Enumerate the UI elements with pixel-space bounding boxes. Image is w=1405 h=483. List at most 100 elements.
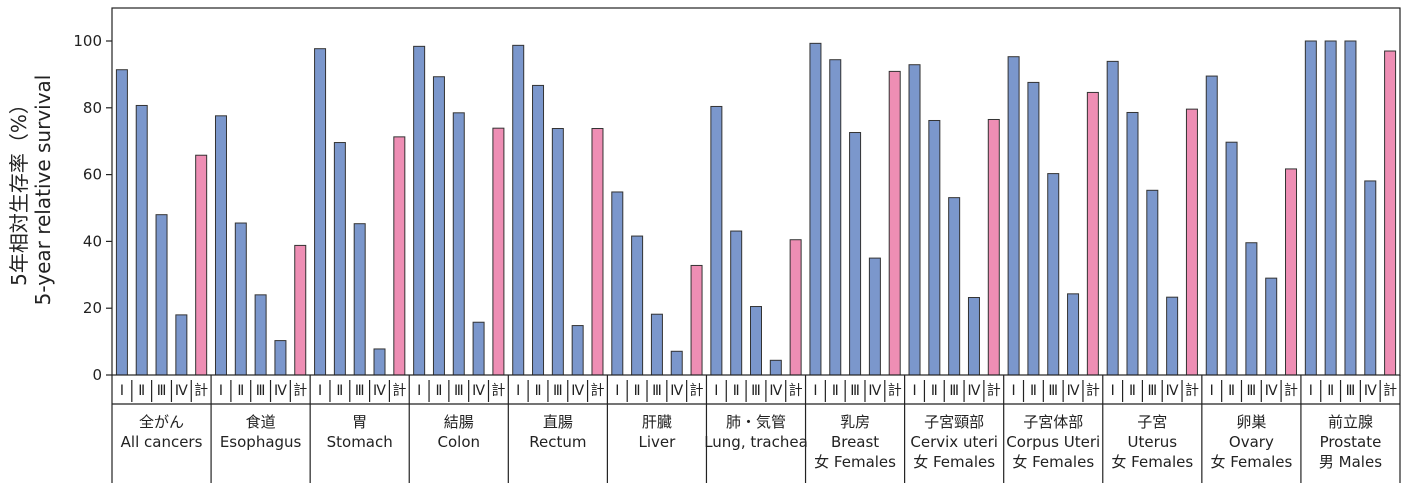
category-label: 女 Females [913,453,995,471]
bar-total [1285,168,1298,376]
bar-total [294,244,307,376]
stage-tick-label: Ⅱ [1327,383,1334,399]
category-label: 肺・気管 [726,413,786,431]
bar-total [492,127,505,376]
bar-total [195,154,208,376]
bar-stage [135,104,148,376]
stage-tick-label: Ⅲ [553,383,563,399]
stage-tick-label: Ⅲ [454,383,464,399]
bar-stage [1245,242,1258,376]
stage-tick-label: Ⅲ [949,383,959,399]
stage-tick-label: Ⅳ [571,383,584,399]
stage-tick-label: Ⅲ [1048,383,1058,399]
category-label: Breast [831,433,879,451]
bar-stage [809,42,822,376]
bar-stage [115,69,128,376]
bar-stage [1067,293,1080,376]
category-label: 卵巣 [1236,413,1266,431]
stage-tick-label: Ⅲ [157,383,167,399]
category-label: 女 Females [1111,453,1193,471]
bar-total [1384,50,1397,376]
stage-tick-label: Ⅰ [1210,383,1214,399]
bar-stage [353,223,366,376]
category-label: Ovary [1229,433,1274,451]
bar-stage [155,214,168,376]
bar-stage [1304,40,1317,376]
stage-tick-label: Ⅱ [634,383,641,399]
stage-tick-label: Ⅰ [1012,383,1016,399]
bar-total [789,239,802,376]
bar-stage [1007,56,1020,376]
bar-stage [1324,40,1337,376]
bar-stage [1027,81,1040,376]
stage-tick-label: Ⅳ [868,383,881,399]
category-label: 子宮 [1137,413,1167,431]
stage-tick-label: Ⅱ [1129,383,1136,399]
bar-stage [611,191,624,376]
bar-stage [1265,277,1278,376]
stage-tick-label: 計 [491,383,505,399]
y-tick-label: 80 [83,99,102,117]
bar-stage [175,314,188,376]
stage-tick-label: Ⅰ [417,383,421,399]
category-label: Corpus Uteri [1006,433,1100,451]
stage-tick-label: Ⅰ [912,383,916,399]
bar-stage [214,115,227,376]
stage-tick-label: Ⅲ [652,383,662,399]
bar-stage [512,44,525,376]
y-tick-label: 60 [83,166,102,184]
bar-stage [750,306,762,376]
stage-tick-label: Ⅳ [769,383,782,399]
stage-tick-label: 計 [194,383,208,399]
y-tick-label: 100 [73,32,102,50]
bar-stage [532,84,545,376]
bar-total [393,136,406,376]
bar-stage [551,128,564,376]
bar-total [888,70,901,376]
stage-tick-label: Ⅱ [138,383,145,399]
bar-stage [908,64,921,376]
stage-tick-label: Ⅰ [714,383,718,399]
stage-tick-label: Ⅲ [1147,383,1157,399]
stage-tick-label: Ⅰ [318,383,322,399]
bar-stage [710,105,723,376]
bar-stage [948,197,961,376]
category-label: Esophagus [220,433,302,451]
stage-tick-label: 計 [1383,383,1397,399]
stage-tick-label: Ⅰ [516,383,520,399]
stage-tick-label: Ⅰ [219,383,223,399]
category-label: Rectum [529,433,586,451]
bar-stage [730,230,743,376]
bar-stage [571,325,584,376]
category-label: 女 Females [1210,453,1292,471]
stage-tick-label: 計 [888,383,902,399]
category-label: 乳房 [840,413,870,431]
category-label: 直腸 [543,413,573,431]
stage-tick-label: Ⅱ [832,383,839,399]
stage-tick-label: Ⅱ [336,383,343,399]
bar-total [1185,108,1198,376]
bar-stage [631,235,644,376]
stage-tick-label: Ⅳ [1067,383,1080,399]
stage-tick-label: Ⅳ [1364,383,1377,399]
bar-stage [928,119,941,376]
bar-stage [1225,141,1238,376]
stage-tick-label: 計 [293,383,307,399]
bar-total [987,118,1000,376]
bar-stage [967,297,980,376]
bar-stage [868,257,881,376]
bar-stage [373,348,386,376]
stage-tick-label: Ⅳ [968,383,981,399]
y-axis-label: 5年相対生存率（%） 5-year relative survival [7,75,55,306]
category-label: Lung, trachea [704,433,808,451]
stage-tick-label: Ⅱ [436,383,443,399]
stage-tick-label: Ⅰ [1309,383,1313,399]
bar-stage [432,76,445,376]
bar-stage [1126,111,1139,376]
category-label: 子宮体部 [1023,413,1083,431]
bar-stage [650,313,663,376]
bar-stage [254,294,267,376]
y-tick-label: 0 [92,366,102,384]
bar-stage [452,112,465,376]
